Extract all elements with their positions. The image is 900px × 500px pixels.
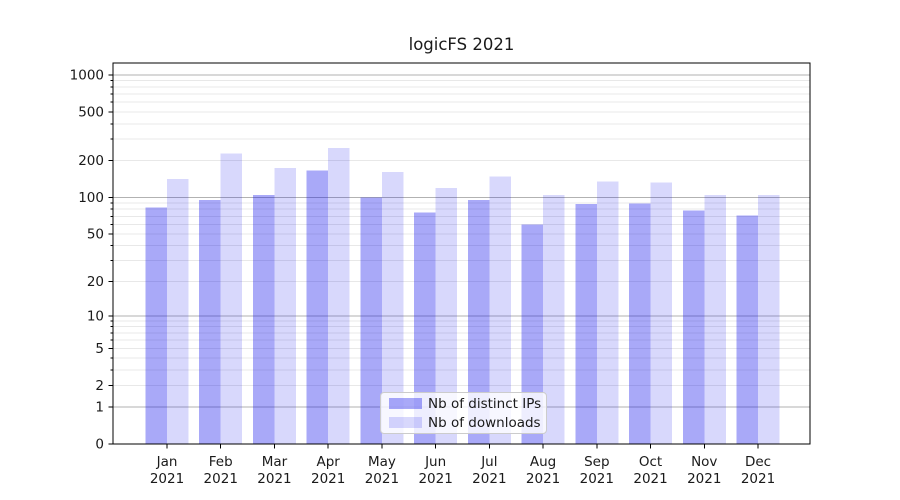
x-tick-label: Dec 2021 <box>741 454 775 487</box>
bar-downloads <box>328 148 350 444</box>
bar-downloads <box>274 168 296 444</box>
legend-swatch-distinct-ips <box>389 398 422 409</box>
bar-downloads <box>435 188 458 444</box>
bar-downloads <box>167 178 189 444</box>
bar-downloads <box>758 194 780 444</box>
bar-downloads <box>650 182 673 444</box>
y-tick-label: 1000 <box>70 67 104 83</box>
x-tick-label: Aug 2021 <box>526 454 560 487</box>
legend-swatch-downloads <box>389 417 422 428</box>
legend: Nb of distinct IPs Nb of downloads <box>380 392 547 434</box>
x-tick-label: Apr 2021 <box>311 454 345 487</box>
bar-downloads <box>220 153 243 444</box>
y-tick-label: 1 <box>95 399 104 415</box>
y-tick-label: 0 <box>95 437 104 453</box>
x-tick-label: Nov 2021 <box>687 454 721 487</box>
bar-downloads <box>596 181 619 444</box>
bar-downloads <box>704 194 726 444</box>
y-tick-label: 10 <box>87 308 104 324</box>
bar-downloads <box>543 194 565 444</box>
plot-border <box>112 62 811 445</box>
bar-distinct-ips <box>467 200 490 444</box>
legend-item-downloads: Nb of downloads <box>389 414 541 431</box>
x-tick-label: May 2021 <box>365 454 399 487</box>
bar-distinct-ips <box>682 210 705 444</box>
bar-distinct-ips <box>629 203 651 444</box>
x-tick-label: Mar 2021 <box>257 454 291 487</box>
y-tick-label: 100 <box>78 190 104 206</box>
bar-distinct-ips <box>145 207 167 444</box>
y-tick-label: 50 <box>87 226 104 242</box>
bar-distinct-ips <box>521 224 544 444</box>
bar-distinct-ips <box>306 170 329 444</box>
bar-distinct-ips <box>414 212 436 444</box>
bar-distinct-ips <box>736 215 758 444</box>
bar-distinct-ips <box>575 204 597 444</box>
legend-label-distinct-ips: Nb of distinct IPs <box>428 395 542 412</box>
bar-downloads <box>489 176 511 444</box>
x-tick-label: Feb 2021 <box>204 454 238 487</box>
x-tick-label: Oct 2021 <box>633 454 667 487</box>
y-tick-label: 200 <box>78 153 104 169</box>
chart-title: logicFS 2021 <box>408 35 515 54</box>
y-tick-label: 2 <box>95 378 104 394</box>
legend-item-distinct-ips: Nb of distinct IPs <box>389 395 542 412</box>
x-tick-label: Jun 2021 <box>418 454 452 487</box>
y-tick-label: 500 <box>78 104 104 120</box>
bar-distinct-ips <box>252 194 275 444</box>
bar-downloads <box>381 172 404 444</box>
x-tick-label: Jul 2021 <box>472 454 506 487</box>
bar-distinct-ips <box>360 197 382 444</box>
bar-distinct-ips <box>199 200 221 444</box>
y-tick-label: 5 <box>95 341 104 357</box>
x-tick-label: Jan 2021 <box>150 454 184 487</box>
legend-label-downloads: Nb of downloads <box>428 414 541 431</box>
y-tick-label: 20 <box>87 274 104 290</box>
x-tick-label: Sep 2021 <box>580 454 614 487</box>
